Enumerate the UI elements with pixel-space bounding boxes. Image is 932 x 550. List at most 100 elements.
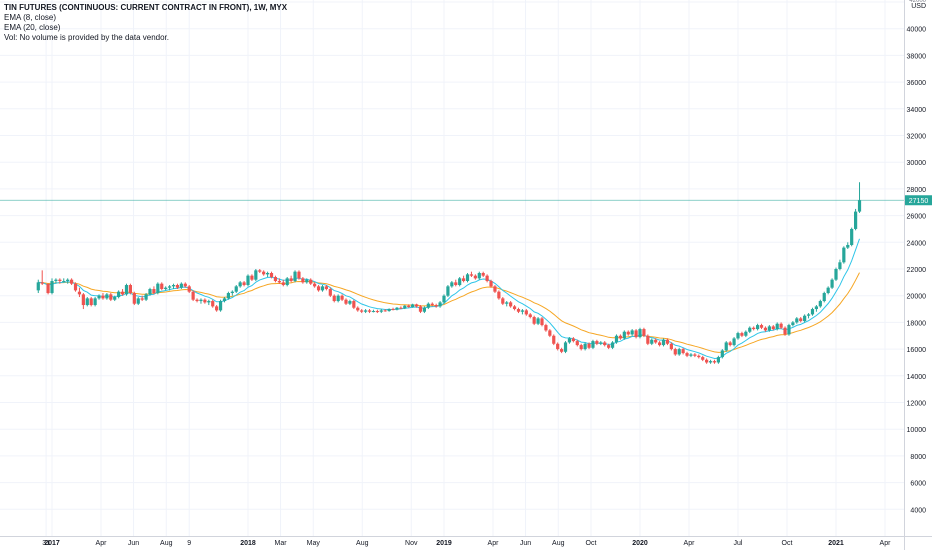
last-price-badge <box>905 195 932 206</box>
candle-body <box>266 273 270 275</box>
candle-body <box>552 335 556 344</box>
candle-body <box>579 345 583 350</box>
x-tick-label: 2018 <box>240 540 256 547</box>
candle-body <box>642 329 646 336</box>
candle-body <box>140 298 144 300</box>
y-tick-label: 24000 <box>907 240 927 247</box>
candle-body <box>697 355 701 358</box>
candle-body <box>171 285 176 287</box>
candle-body <box>403 305 407 309</box>
candle-body <box>101 295 105 299</box>
candle-body <box>40 282 44 284</box>
y-tick-label: 14000 <box>907 374 927 381</box>
candle-body <box>124 285 129 295</box>
x-tick-label: Aug <box>160 540 173 547</box>
ema-fast-line <box>38 238 860 360</box>
candle-body <box>316 286 321 291</box>
candle-body <box>93 298 97 306</box>
candle-body <box>846 244 850 248</box>
x-tick-label: Oct <box>586 540 597 547</box>
candle-body <box>383 310 387 312</box>
candle-body <box>814 306 818 310</box>
candle-body <box>367 310 372 312</box>
candle-body <box>450 282 454 287</box>
candle-body <box>658 342 662 346</box>
candle-body <box>309 279 313 284</box>
candle-body <box>575 341 579 346</box>
candle-body <box>218 301 223 311</box>
candle-body <box>379 310 383 312</box>
x-tick-label: Jun <box>520 540 531 547</box>
candle-body <box>191 291 195 300</box>
candle-body <box>763 327 768 331</box>
candle-body <box>434 305 438 307</box>
x-tick-label: Jul <box>734 540 743 547</box>
candle-body <box>516 309 521 312</box>
ema-slow-legend: EMA (20, close) <box>4 23 61 32</box>
candle-body <box>73 283 78 291</box>
candle-body <box>148 289 152 295</box>
candle-body <box>603 342 607 346</box>
chart-title: TIN FUTURES (CONTINUOUS: CURRENT CONTRAC… <box>4 3 288 12</box>
candle-body <box>548 330 552 336</box>
y-tick-label: 38000 <box>907 53 927 60</box>
candle-body <box>395 307 399 310</box>
candle-body <box>305 279 309 283</box>
candle-body <box>226 293 230 299</box>
x-tick-label: 2021 <box>828 540 844 547</box>
candle-body <box>834 269 838 280</box>
candle-body <box>563 342 568 352</box>
candle-body <box>179 283 183 288</box>
candle-body <box>661 339 666 346</box>
candle-body <box>673 349 677 355</box>
candle-body <box>332 295 336 302</box>
candle-body <box>614 335 619 343</box>
candle-body <box>281 282 285 286</box>
candle-body <box>540 318 544 326</box>
candle-body <box>132 293 136 304</box>
candle-body <box>144 294 148 300</box>
candle-body <box>724 342 728 351</box>
candle-body <box>62 281 66 283</box>
candle-body <box>438 302 442 307</box>
x-tick-label: Jun <box>128 540 139 547</box>
candle-body <box>838 262 842 269</box>
candle-body <box>375 311 379 313</box>
candle-body <box>646 335 650 344</box>
candle-body <box>117 291 121 298</box>
candle-body <box>77 291 82 295</box>
candle-body <box>418 306 423 312</box>
candle-body <box>505 302 509 304</box>
candle-body <box>803 315 807 322</box>
y-tick-label: 36000 <box>907 80 927 87</box>
candle-body <box>512 306 517 310</box>
candle-body <box>528 314 532 318</box>
candle-body <box>442 295 446 303</box>
y-tick-label: 12000 <box>907 401 927 408</box>
x-tick-label: Aug <box>552 540 565 547</box>
candle-body <box>152 289 156 294</box>
candle-body <box>708 361 713 363</box>
candle-body <box>242 282 246 286</box>
candle-body <box>246 275 250 286</box>
candle-body <box>293 271 297 282</box>
candle-body <box>258 270 262 272</box>
candle-body <box>775 323 779 330</box>
x-tick-label: Aug <box>356 540 369 547</box>
candle-body <box>336 295 340 302</box>
candle-body <box>411 304 415 308</box>
candle-body <box>215 306 219 311</box>
candle-body <box>473 275 477 279</box>
candle-body <box>771 326 775 330</box>
candle-body <box>481 273 485 276</box>
candle-body <box>297 271 301 279</box>
top-price-label: 42000 <box>909 0 926 4</box>
candle-body <box>211 301 215 307</box>
candle-body <box>654 339 658 343</box>
candle-body <box>352 301 356 308</box>
candle-body <box>371 311 376 313</box>
candle-body <box>665 339 670 344</box>
candle-body <box>607 345 611 348</box>
candle-body <box>454 282 458 286</box>
